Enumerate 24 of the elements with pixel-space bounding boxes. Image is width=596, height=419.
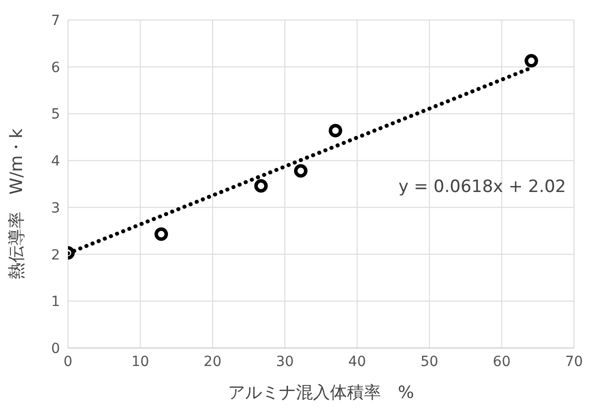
y-tick-label: 6 <box>51 60 60 76</box>
x-tick-label: 50 <box>420 354 438 370</box>
x-tick-label: 0 <box>64 354 72 370</box>
point <box>524 54 538 68</box>
x-tick-label: 30 <box>276 354 294 370</box>
x-tick-label: 60 <box>492 354 511 370</box>
y-tick-label: 0 <box>51 340 60 357</box>
y-axis-title: 熱伝導率 W/m・k <box>7 128 28 280</box>
point <box>328 124 342 138</box>
y-tick-label: 1 <box>51 294 60 310</box>
point <box>154 227 168 241</box>
x-tick-label: 10 <box>131 354 150 370</box>
annotation: y = 0.0618x + 2.02 <box>398 177 566 197</box>
x-tick-label: 70 <box>565 354 583 370</box>
x-axis-title: アルミナ混入体積率 % <box>228 383 414 404</box>
y-tick-label: 3 <box>51 200 60 216</box>
y-tick-label: 7 <box>51 12 60 29</box>
y-tick-label: 5 <box>51 106 60 123</box>
x-tick-label: 40 <box>348 354 366 370</box>
y-tick-label: 2 <box>51 247 60 264</box>
point <box>254 179 268 193</box>
y-tick-label: 4 <box>51 154 60 170</box>
point <box>294 164 308 178</box>
x-tick-label: 20 <box>204 354 222 370</box>
